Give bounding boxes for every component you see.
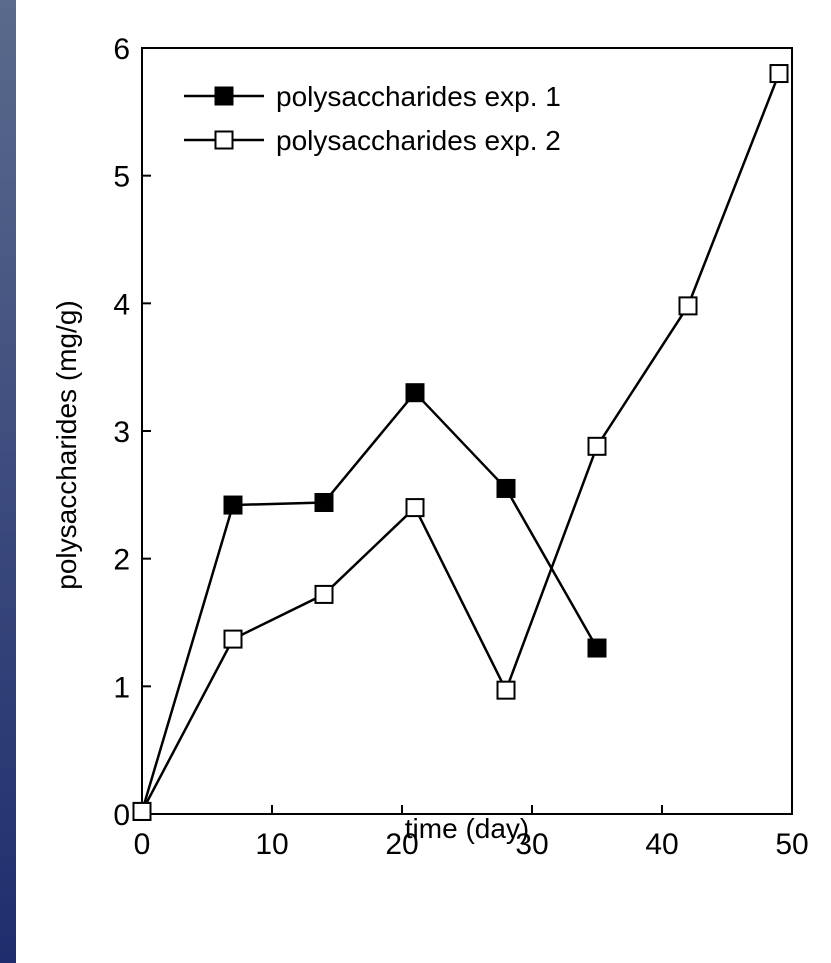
legend-entry-2: polysaccharides exp. 2 <box>184 125 561 156</box>
series-2-point <box>132 801 152 821</box>
y-tick-label: 3 <box>113 416 130 449</box>
y-tick-label: 2 <box>113 544 130 577</box>
x-tick-label: 50 <box>775 828 808 861</box>
y-tick-label: 1 <box>113 671 130 704</box>
legend-marker <box>214 86 234 106</box>
x-axis-title: time (day) <box>405 813 529 844</box>
series-2-point <box>587 436 607 456</box>
x-tick-label: 40 <box>645 828 678 861</box>
series-1-line <box>140 390 599 812</box>
series-2-point <box>678 296 698 316</box>
series-2-line <box>140 73 781 813</box>
series-2 <box>132 64 789 821</box>
series-2-point <box>496 680 516 700</box>
x-tick-label: 0 <box>134 828 151 861</box>
background-strip <box>0 0 16 963</box>
series-2-point <box>223 629 243 649</box>
legend-label: polysaccharides exp. 1 <box>276 81 561 112</box>
series-1-point <box>496 478 516 498</box>
series-1-point <box>405 383 425 403</box>
series-1-point <box>587 638 607 658</box>
series-1-point <box>223 495 243 515</box>
y-tick-label: 5 <box>113 161 130 194</box>
plot-frame <box>141 47 793 815</box>
x-tick-label: 10 <box>255 828 288 861</box>
series <box>132 64 789 821</box>
series-1-point <box>314 492 334 512</box>
legend-label: polysaccharides exp. 2 <box>276 125 561 156</box>
series-2-point <box>314 584 334 604</box>
x-tick-label: 30 <box>515 828 548 861</box>
y-tick-label: 6 <box>113 33 130 66</box>
y-tick-label: 0 <box>113 799 130 832</box>
series-2-point <box>769 64 789 84</box>
y-axis-title: polysaccharides (mg/g) <box>51 300 82 589</box>
axes <box>141 47 793 815</box>
y-tick-label: 4 <box>113 288 130 321</box>
legend-entry-1: polysaccharides exp. 1 <box>184 81 561 112</box>
tick-labels: 0 10 20 30 40 50 0 1 2 3 4 5 6 <box>113 33 808 861</box>
x-tick-label: 20 <box>385 828 418 861</box>
series-1 <box>132 383 607 821</box>
legend-marker <box>214 130 234 150</box>
legend: polysaccharides exp. 1 polysaccharides ex… <box>184 81 561 156</box>
series-2-point <box>405 498 425 518</box>
